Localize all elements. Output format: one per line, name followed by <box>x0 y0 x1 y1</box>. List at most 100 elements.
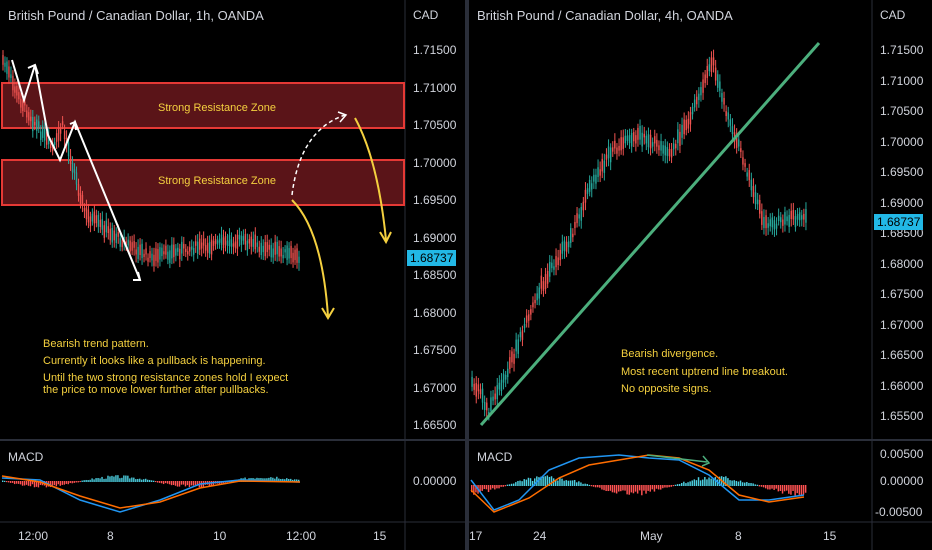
candle <box>42 125 44 138</box>
macd-histogram-bar <box>276 476 278 482</box>
candle <box>181 241 183 254</box>
pullback-arrowhead <box>337 111 348 123</box>
chart-canvas-1h[interactable] <box>0 0 465 550</box>
candle <box>498 382 501 390</box>
price-tick: 1.67500 <box>880 287 924 301</box>
candle <box>630 132 633 147</box>
candle <box>790 210 792 220</box>
candle <box>244 234 247 245</box>
macd-histogram-bar <box>737 481 740 486</box>
candle <box>509 357 511 369</box>
candle <box>691 106 694 115</box>
chart-title: British Pound / Canadian Dollar, 1h, OAN… <box>8 8 264 23</box>
macd-histogram-bar <box>636 485 639 494</box>
macd-histogram-bar <box>733 480 735 486</box>
macd-line <box>1 477 301 513</box>
chart-canvas-4h[interactable] <box>469 0 932 550</box>
macd-histogram-bar <box>506 484 509 486</box>
macd-histogram-bar <box>706 479 708 486</box>
candle <box>788 214 790 227</box>
price-tick: 1.71000 <box>880 73 924 88</box>
candle <box>477 384 480 392</box>
candle <box>603 160 606 173</box>
macd-histogram-bar <box>61 481 63 485</box>
macd-histogram-bar <box>628 485 630 495</box>
candle <box>10 74 12 79</box>
macd-histogram-bar <box>166 481 169 484</box>
chart-title: British Pound / Canadian Dollar, 4h, OAN… <box>477 8 733 23</box>
candle <box>125 241 127 246</box>
macd-histogram-bar <box>513 483 515 486</box>
macd-histogram-bar <box>662 485 664 489</box>
panel-divider[interactable] <box>465 0 469 550</box>
candle <box>473 383 475 390</box>
macd-histogram-bar <box>674 484 677 486</box>
macd-histogram-bar <box>641 485 643 496</box>
candle <box>570 228 572 243</box>
candle <box>57 128 60 141</box>
macd-histogram-bar <box>613 485 616 493</box>
candle <box>71 162 74 173</box>
macd-histogram-bar <box>83 480 85 482</box>
candle <box>643 133 645 138</box>
candle <box>2 55 4 65</box>
macd-histogram-bar <box>544 476 546 486</box>
macd-histogram-bar <box>754 484 756 486</box>
candle <box>268 244 270 250</box>
candle <box>183 243 185 249</box>
chart-panel-4h[interactable]: British Pound / Canadian Dollar, 4h, OAN… <box>469 0 932 550</box>
candle <box>258 246 260 252</box>
price-tick: 1.70000 <box>413 155 457 170</box>
candles-4h <box>471 49 807 421</box>
candle <box>274 241 276 255</box>
currency-label: CAD <box>880 8 906 22</box>
macd-histogram-bar <box>274 478 276 482</box>
candle <box>196 241 199 254</box>
candle <box>561 241 564 254</box>
price-tick: 1.68000 <box>880 256 924 271</box>
macd-histogram-bar <box>790 485 792 495</box>
macd-histogram-bar <box>594 485 597 488</box>
macd-histogram-bar <box>521 481 523 486</box>
macd-histogram-bar <box>196 481 199 486</box>
candle <box>565 241 568 252</box>
macd-histogram-bar <box>107 475 109 482</box>
chart-panel-1h[interactable]: British Pound / Canadian Dollar, 1h, OAN… <box>0 0 465 550</box>
macd-histogram-bar <box>735 480 738 486</box>
candle <box>717 74 719 88</box>
macd-histogram-bar <box>699 480 702 486</box>
macd-histogram-bar <box>569 480 572 486</box>
macd-histogram-bar <box>7 481 10 483</box>
candle <box>210 239 213 255</box>
macd-histogram-bar <box>294 479 296 482</box>
candle <box>55 133 58 142</box>
time-tick: 10 <box>213 529 227 543</box>
macd-histogram-bar <box>29 481 32 487</box>
candle <box>748 170 750 181</box>
macd-histogram-bar <box>741 482 744 486</box>
candle <box>775 223 778 229</box>
candle <box>79 192 82 204</box>
candle <box>525 315 528 323</box>
macd-histogram-bar <box>59 481 62 486</box>
macd-histogram-bar <box>527 477 530 486</box>
macd-histogram-bar <box>655 485 658 489</box>
candle <box>586 188 589 194</box>
candle <box>44 129 46 141</box>
candle <box>672 143 675 150</box>
candle <box>256 242 258 247</box>
candle <box>264 242 266 257</box>
macd-line <box>470 454 805 511</box>
macd-histogram-bar <box>607 485 609 492</box>
macd-4h <box>470 454 807 513</box>
note-line-1: Bearish trend pattern. <box>43 338 149 350</box>
candle <box>654 136 656 144</box>
candle <box>593 174 595 182</box>
candle <box>515 339 517 352</box>
candle <box>73 169 76 174</box>
note-line-2: Currently it looks like a pullback is ha… <box>43 355 266 367</box>
candle <box>635 135 637 144</box>
macd-histogram-bar <box>546 475 549 486</box>
resistance-zone-lower <box>1 159 405 206</box>
candle <box>282 254 284 259</box>
